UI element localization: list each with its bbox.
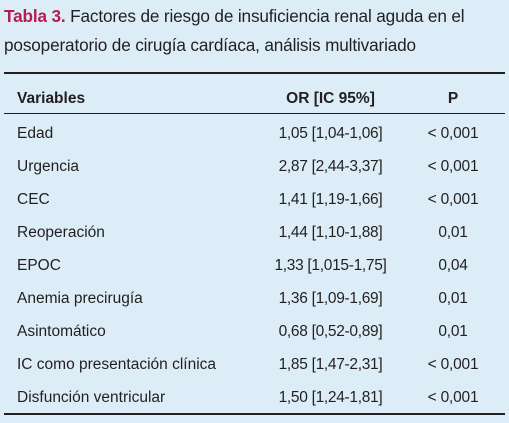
table-row: Anemia precirugía 1,36 [1,09-1,69] 0,01 (0, 282, 509, 315)
variable-cell: EPOC (17, 257, 61, 274)
odds-ratio-cell: 1,36 [1,09-1,69] (278, 290, 383, 307)
table-header: Variables OR [IC 95%] P (0, 82, 509, 115)
odds-ratio-cell: 2,87 [2,44-3,37] (278, 158, 383, 175)
table-caption: Tabla 3. Factores de riesgo de insuficie… (4, 2, 504, 60)
table-row: IC como presentación clínica 1,85 [1,47-… (0, 348, 509, 381)
variables-column-header: Variables (17, 90, 86, 107)
odds-ratio-cell: 1,50 [1,24-1,81] (278, 389, 383, 406)
table-row: Urgencia 2,87 [2,44-3,37] < 0,001 (0, 150, 509, 183)
odds-ratio-cell: 1,44 [1,10-1,88] (278, 224, 383, 241)
odds-ratio-cell: 1,05 [1,04-1,06] (278, 125, 383, 142)
variable-cell: Reoperación (17, 224, 105, 241)
p-value-cell: 0,01 (438, 323, 468, 340)
p-value-cell: 0,01 (438, 290, 468, 307)
odds-ratio-cell: 1,85 [1,47-2,31] (278, 356, 383, 373)
table-row: CEC 1,41 [1,19-1,66] < 0,001 (0, 183, 509, 216)
p-value-column-header: P (447, 90, 459, 107)
p-value-cell: < 0,001 (427, 389, 479, 406)
header-divider (4, 113, 505, 114)
p-value-cell: < 0,001 (427, 158, 479, 175)
p-value-cell: < 0,001 (427, 125, 479, 142)
top-table-rule (4, 72, 505, 74)
table-row: Edad 1,05 [1,04-1,06] < 0,001 (0, 117, 509, 150)
odds-ratio-column-header: OR [IC 95%] (286, 90, 375, 107)
table-title: Factores de riesgo de insuficiencia rena… (4, 6, 465, 55)
variable-cell: Edad (17, 125, 54, 142)
variable-cell: IC como presentación clínica (17, 356, 217, 373)
p-value-cell: < 0,001 (427, 356, 479, 373)
table-number: Tabla 3. (4, 6, 66, 26)
variable-cell: CEC (17, 191, 50, 208)
odds-ratio-cell: 1,33 [1,015-1,75] (274, 257, 387, 274)
variable-cell: Asintomático (17, 323, 106, 340)
odds-ratio-cell: 0,68 [0,52-0,89] (278, 323, 383, 340)
table-row: Disfunción ventricular 1,50 [1,24-1,81] … (0, 381, 509, 414)
bottom-table-rule (4, 413, 505, 415)
variable-cell: Anemia precirugía (17, 290, 143, 307)
p-value-cell: 0,04 (438, 257, 468, 274)
p-value-cell: 0,01 (438, 224, 468, 241)
table-row: Reoperación 1,44 [1,10-1,88] 0,01 (0, 216, 509, 249)
table-row: Asintomático 0,68 [0,52-0,89] 0,01 (0, 315, 509, 348)
p-value-cell: < 0,001 (427, 191, 479, 208)
table-row: EPOC 1,33 [1,015-1,75] 0,04 (0, 249, 509, 282)
variable-cell: Urgencia (17, 158, 80, 175)
odds-ratio-cell: 1,41 [1,19-1,66] (278, 191, 383, 208)
variable-cell: Disfunción ventricular (17, 389, 166, 406)
